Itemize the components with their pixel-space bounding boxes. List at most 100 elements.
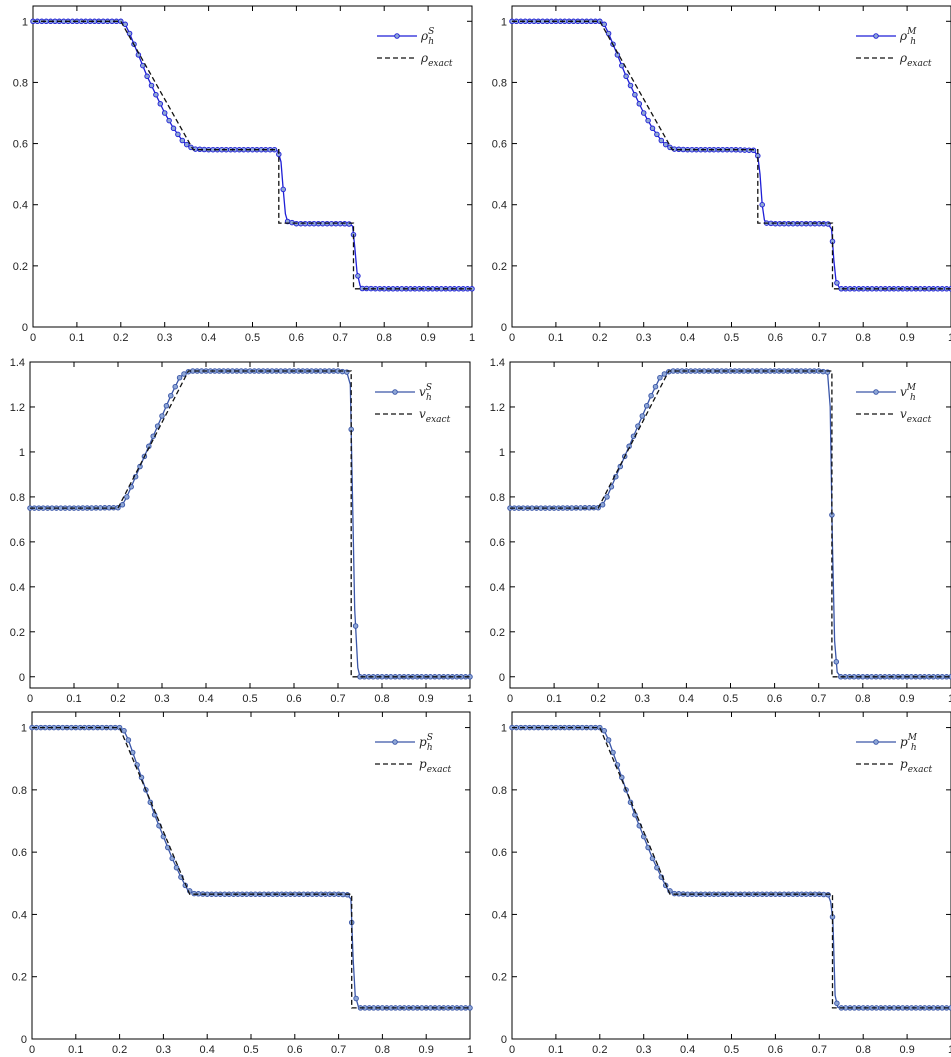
series-numerical-line [512, 20, 951, 290]
x-tick-label: 1 [948, 1044, 951, 1056]
series-numerical-line [30, 370, 470, 678]
data-point [169, 855, 175, 862]
x-tick-label: 0.8 [374, 693, 389, 705]
x-tick-label: 0.6 [768, 1044, 783, 1056]
y-tick-label: 0.4 [12, 909, 27, 921]
y-tick-label: 0 [501, 1034, 507, 1046]
x-tick-label: 0.8 [377, 332, 392, 344]
plot-frame [29, 361, 471, 689]
data-point [661, 371, 668, 377]
data-point [163, 403, 170, 409]
data-point [605, 737, 612, 743]
x-tick-label: 0.1 [66, 693, 81, 705]
x-tick-label: 0.1 [68, 1044, 83, 1056]
data-point [834, 1000, 840, 1007]
x-tick-label: 1 [948, 332, 951, 344]
y-tick-label: 0.6 [492, 847, 507, 859]
legend-label: pexact [419, 757, 451, 775]
series-exact-line [512, 726, 951, 1009]
data-point [175, 131, 181, 138]
series-exact-line [510, 370, 951, 678]
y-tick-label: 1.4 [10, 357, 25, 369]
x-tick-label: 0.9 [420, 332, 435, 344]
x-tick-label: 0.4 [680, 1044, 695, 1056]
x-tick-label: 0 [27, 693, 33, 705]
x-tick-label: 0.3 [636, 1044, 651, 1056]
x-tick-label: 0.7 [812, 1044, 827, 1056]
y-tick-label: 1 [19, 447, 25, 459]
x-tick-label: 0.6 [287, 1044, 302, 1056]
y-tick-label: 1 [499, 447, 505, 459]
data-point [604, 494, 610, 500]
x-tick-label: 1 [467, 693, 473, 705]
y-tick-label: 0.4 [10, 582, 25, 594]
legend-label: pM h [900, 733, 918, 753]
data-point [833, 659, 840, 665]
series-exact-line [32, 726, 470, 1009]
legend-label: pexact [900, 757, 932, 775]
legend-label: ρexact [420, 51, 453, 69]
chart-panel-3: 0 0.1 0.2 0.3 0.4 0.5 0.6 0.7 0.8 0.9 1 0 0.2 0.4 0.6 0… [10, 357, 473, 705]
y-tick-label: 1.4 [490, 357, 505, 369]
series-numerical-line [512, 726, 951, 1009]
x-tick-label: 0.9 [899, 693, 914, 705]
x-tick-label: 0.1 [548, 1044, 563, 1056]
x-tick-label: 0.7 [331, 1044, 346, 1056]
plot-frame [509, 361, 951, 689]
x-tick-label: 0.8 [375, 1044, 390, 1056]
data-point [153, 91, 159, 98]
legend-label: ρS h [420, 27, 434, 47]
x-tick-label: 0 [507, 693, 513, 705]
x-tick-label: 0.4 [200, 1044, 215, 1056]
x-tick-label: 1 [948, 693, 951, 705]
y-tick-label: 0.4 [492, 909, 507, 921]
legend-marker [392, 389, 398, 395]
x-tick-label: 0.4 [198, 693, 213, 705]
data-point [643, 403, 650, 409]
x-tick-label: 0.5 [245, 332, 260, 344]
data-point [639, 413, 646, 419]
data-point [652, 383, 659, 390]
legend-marker [873, 739, 879, 745]
legend-label: ρexact [899, 51, 932, 69]
data-point [172, 383, 178, 390]
legend-label: vexact [419, 407, 451, 425]
x-tick-label: 0.8 [856, 1044, 871, 1056]
x-tick-label: 0.6 [768, 332, 783, 344]
y-tick-label: 0.8 [13, 77, 28, 89]
x-tick-label: 0.4 [201, 332, 216, 344]
y-tick-label: 0.2 [10, 627, 25, 639]
chart-panel-5: 0 0.1 0.2 0.3 0.4 0.5 0.6 0.7 0.8 0.9 1 0 0.2 0.4 0.6 0… [12, 711, 473, 1056]
series-exact-line [33, 20, 472, 290]
legend-label: ρM h [899, 27, 917, 47]
y-tick-label: 0.8 [12, 785, 27, 797]
x-tick-label: 0 [30, 332, 36, 344]
y-tick-label: 1.2 [490, 402, 505, 414]
series-numerical-line [510, 370, 951, 678]
x-tick-label: 0.3 [636, 332, 651, 344]
data-point [623, 73, 629, 80]
data-point [161, 110, 168, 116]
x-tick-label: 0.7 [333, 332, 348, 344]
y-tick-label: 0.6 [10, 537, 25, 549]
data-point [353, 995, 359, 1002]
series-markers [509, 18, 951, 292]
series-markers [507, 368, 951, 680]
data-point [157, 101, 164, 107]
x-tick-label: 0.7 [811, 693, 826, 705]
data-point [627, 82, 634, 89]
x-tick-label: 0.6 [289, 332, 304, 344]
y-tick-label: 0.6 [490, 537, 505, 549]
x-tick-label: 0 [509, 332, 515, 344]
x-tick-label: 0.1 [69, 332, 84, 344]
data-point [170, 125, 177, 132]
series-numerical-line [33, 20, 472, 290]
x-tick-label: 1 [469, 332, 475, 344]
data-point [181, 371, 187, 377]
data-point [658, 137, 665, 144]
y-tick-label: 0.4 [490, 582, 505, 594]
chart-panel-1: 0 0.1 0.2 0.3 0.4 0.5 0.6 0.7 0.8 0.9 1 0 0.2 0.4 0.6 0… [13, 5, 475, 344]
x-tick-label: 0.4 [679, 693, 694, 705]
data-point [341, 221, 348, 227]
